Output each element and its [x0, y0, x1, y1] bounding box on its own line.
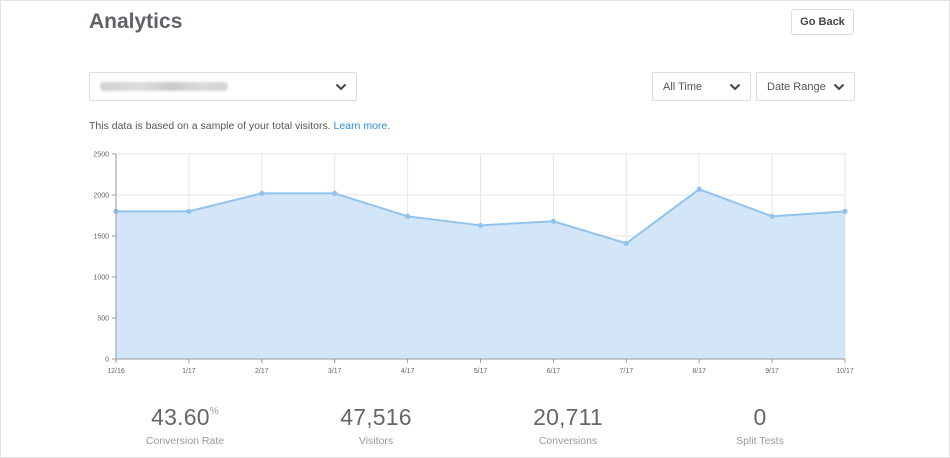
stat-label: Conversion Rate — [145, 435, 225, 447]
x-tick-label: 7/17 — [619, 368, 633, 375]
series-area — [116, 189, 845, 359]
stat-conversion-rate: 43.60% Conversion Rate — [105, 404, 265, 447]
data-point — [842, 208, 848, 214]
x-tick-label: 12/16 — [107, 368, 125, 375]
y-tick-label: 2500 — [93, 152, 109, 159]
time-range-select[interactable]: All Time — [652, 72, 751, 101]
stat-value: 0 — [753, 404, 767, 430]
x-tick-label: 6/17 — [547, 368, 561, 375]
y-tick-label: 1500 — [93, 234, 109, 241]
x-tick-label: 9/17 — [765, 368, 779, 375]
sample-note-text: This data is based on a sample of your t… — [89, 120, 331, 132]
data-point — [405, 213, 411, 219]
x-tick-label: 4/17 — [401, 368, 415, 375]
learn-more-link[interactable]: Learn more. — [333, 120, 391, 132]
stat-split-tests: 0 Split Tests — [680, 404, 840, 447]
data-point — [623, 240, 629, 246]
time-range-value: All Time — [663, 80, 703, 93]
chevron-down-icon — [729, 83, 741, 91]
stat-label: Conversions — [538, 435, 598, 447]
data-point — [186, 208, 192, 214]
data-point — [259, 190, 265, 196]
x-tick-label: 2/17 — [255, 368, 269, 375]
go-back-button[interactable]: Go Back — [791, 9, 854, 35]
date-range-value: Date Range — [767, 80, 826, 93]
x-tick-label: 1/17 — [182, 368, 196, 375]
x-tick-label: 8/17 — [692, 368, 706, 375]
site-select-value — [100, 82, 228, 91]
y-tick-label: 1000 — [93, 275, 109, 282]
stat-conversions: 20,711 Conversions — [488, 404, 648, 447]
data-point — [696, 186, 702, 192]
stat-value: 43.60% — [151, 404, 219, 430]
data-point — [769, 213, 775, 219]
y-tick-label: 0 — [105, 357, 109, 364]
x-tick-label: 3/17 — [328, 368, 342, 375]
site-select[interactable] — [89, 72, 357, 101]
stat-value: 47,516 — [340, 404, 412, 430]
y-tick-label: 2000 — [93, 193, 109, 200]
stat-label: Split Tests — [736, 435, 784, 447]
data-point — [332, 190, 338, 196]
y-tick-label: 500 — [97, 316, 109, 323]
date-range-select[interactable]: Date Range — [756, 72, 855, 101]
stat-value: 20,711 — [533, 404, 603, 430]
stat-label: Visitors — [358, 435, 394, 447]
sample-note: This data is based on a sample of your t… — [89, 120, 390, 132]
data-point — [550, 218, 557, 224]
x-tick-label: 5/17 — [474, 368, 488, 375]
chevron-down-icon — [833, 83, 845, 91]
data-point — [477, 222, 484, 228]
chevron-down-icon — [335, 83, 347, 91]
x-tick-label: 10/17 — [836, 368, 854, 375]
page-title: Analytics — [89, 10, 183, 33]
stat-visitors: 47,516 Visitors — [296, 404, 456, 447]
